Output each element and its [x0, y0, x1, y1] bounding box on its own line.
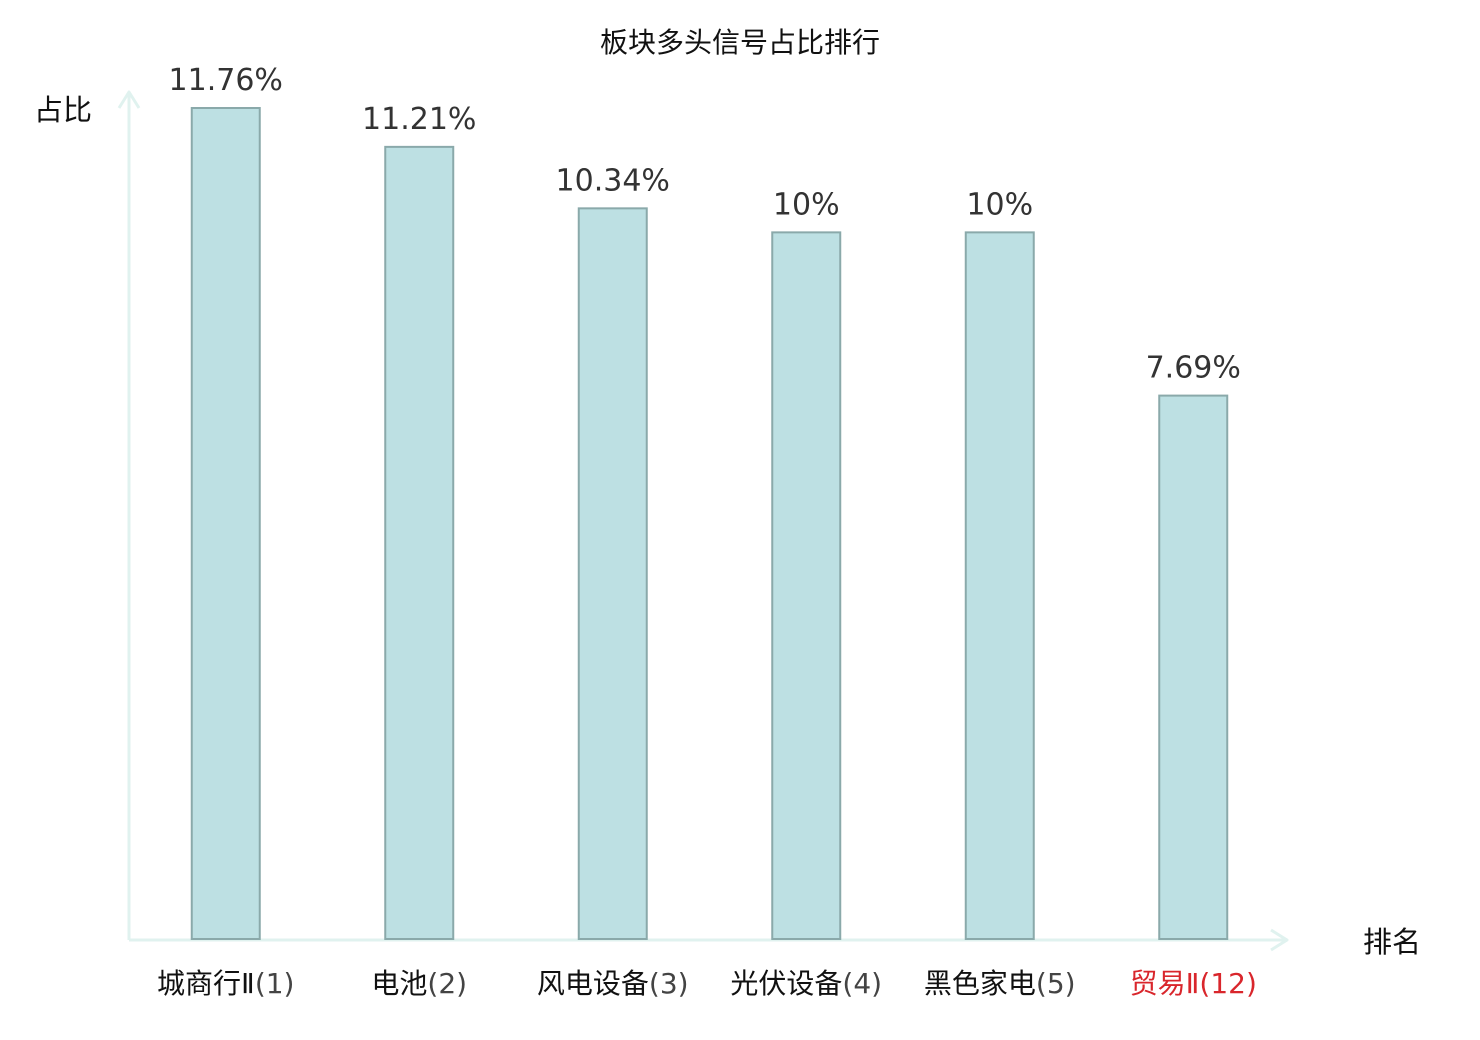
category-labels-group: 城商行Ⅱ(1) 电池(2) 风电设备(3) 光伏设备(4) 黑色家电(5) 贸易Ⅱ(12): [157, 967, 1257, 1000]
bar-value-label: 10%: [966, 187, 1033, 222]
category-label: 光伏设备(4): [730, 967, 882, 1000]
bar: [190, 107, 261, 940]
category-name: 城商行Ⅱ: [157, 967, 255, 1000]
bar-value-label: 11.76%: [169, 63, 283, 98]
bar-value-label: 11.21%: [362, 102, 476, 137]
x-axis-label: 排名: [1363, 925, 1421, 959]
bar: [384, 145, 455, 940]
category-rank: (2): [427, 967, 467, 1000]
bar-value-label: 10%: [773, 187, 840, 222]
y-axis-label: 占比: [34, 93, 92, 127]
category-name: 黑色家电: [924, 967, 1036, 1000]
category-label: 电池(2): [371, 967, 467, 1000]
value-labels-group: 11.76% 11.21% 10.34% 10% 10% 7.69%: [169, 63, 1241, 386]
category-rank: (5): [1036, 967, 1076, 1000]
category-label: 黑色家电(5): [924, 967, 1076, 1000]
category-name: 风电设备: [537, 967, 649, 1000]
category-name: 光伏设备: [730, 967, 842, 1000]
y-axis-arrow-icon: [117, 90, 141, 109]
category-rank: (1): [255, 967, 295, 1000]
bars-group: [190, 107, 1229, 940]
bar: [771, 231, 842, 940]
category-rank: (4): [842, 967, 882, 1000]
bar-value-label: 7.69%: [1146, 351, 1241, 386]
category-label: 风电设备(3): [537, 967, 689, 1000]
x-axis-arrow-icon: [1270, 928, 1289, 952]
bar: [964, 231, 1035, 940]
bar: [577, 207, 648, 940]
category-rank: (3): [649, 967, 689, 1000]
category-label: 贸易Ⅱ(12): [1130, 967, 1257, 1000]
category-name: 电池: [371, 967, 427, 1000]
chart-title: 板块多头信号占比排行: [600, 26, 880, 59]
category-name: 贸易Ⅱ: [1130, 967, 1200, 1000]
category-rank: (12): [1199, 967, 1256, 1000]
axes: [117, 90, 1289, 952]
category-label: 城商行Ⅱ(1): [157, 967, 294, 1000]
bar-value-label: 10.34%: [556, 163, 670, 198]
bar: [1158, 394, 1229, 940]
